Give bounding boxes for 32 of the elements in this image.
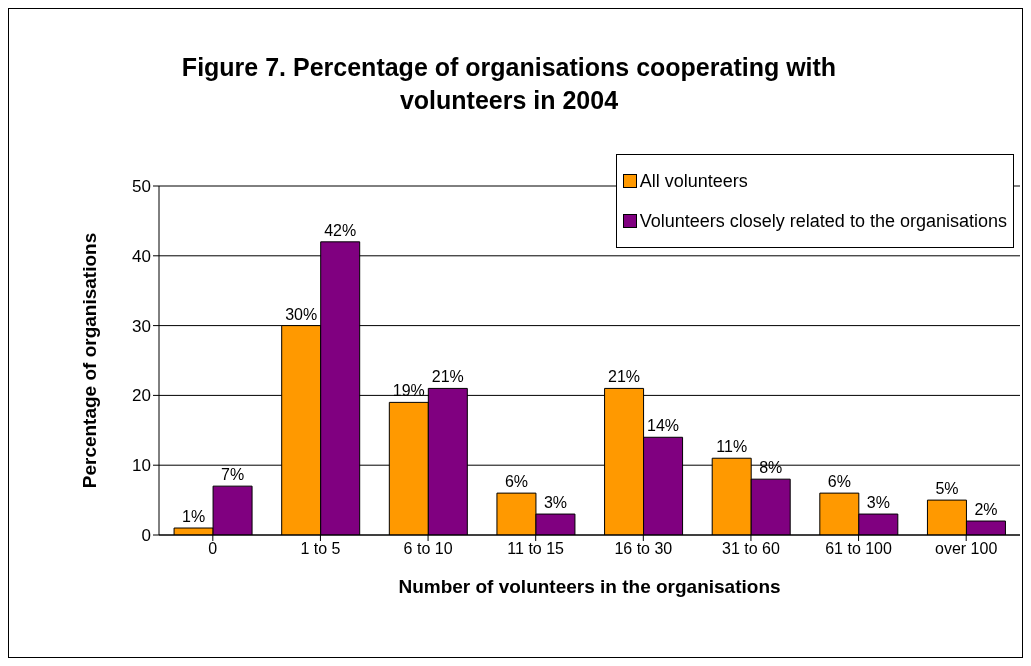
data-label: 14% (647, 417, 680, 435)
y-tick-label: 30 (132, 316, 151, 336)
y-tick-label: 10 (132, 456, 151, 476)
data-label: 6% (504, 473, 529, 491)
x-tick-label: 11 to 15 (507, 540, 565, 558)
x-tick-label: 6 to 10 (403, 540, 453, 558)
x-axis-title: Number of volunteers in the organisations (398, 576, 781, 597)
x-tick-label: 0 (208, 540, 218, 558)
x-tick-label: 16 to 30 (614, 540, 673, 558)
data-label: 21% (608, 368, 641, 386)
chart-title: Figure 7. Percentage of organisations cooperating with volunteers in 2004 (180, 52, 838, 116)
data-label: 42% (324, 221, 357, 239)
legend-label: Volunteers closely related to the organisations (639, 210, 1007, 233)
data-label: 1% (182, 508, 206, 526)
data-label: 21% (431, 368, 464, 386)
y-tick-label: 50 (132, 177, 151, 197)
x-tick-label: over 100 (935, 540, 998, 558)
data-label: 3% (866, 494, 890, 512)
y-tick-label: 40 (132, 246, 151, 266)
legend-label: All volunteers (639, 170, 748, 193)
data-label: 2% (974, 501, 998, 519)
x-tick-label: 1 to 5 (300, 540, 341, 558)
x-tick-label: 61 to 100 (825, 540, 893, 558)
data-label: 11% (716, 438, 748, 456)
data-label: 7% (221, 466, 245, 484)
data-label: 30% (285, 305, 318, 323)
y-axis-title: Percentage of organisations (78, 232, 100, 489)
x-tick-label: 31 to 60 (722, 540, 780, 558)
y-tick-label: 20 (132, 386, 151, 406)
data-label: 6% (827, 473, 851, 491)
data-label: 3% (543, 494, 568, 512)
data-label: 5% (935, 480, 959, 498)
